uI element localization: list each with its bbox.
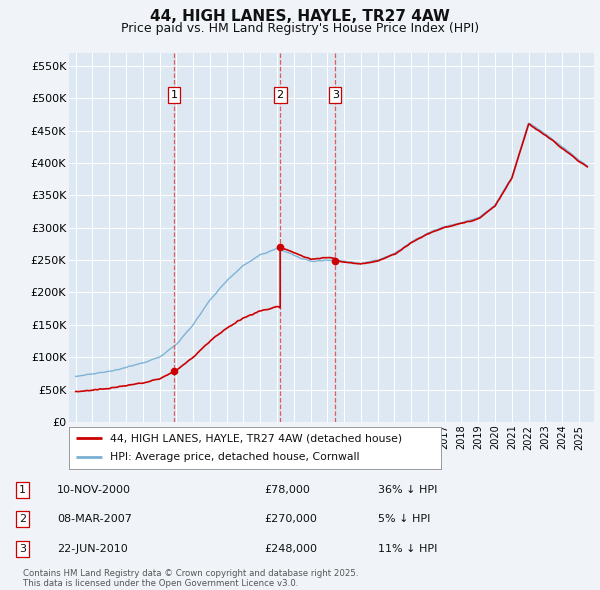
Text: 2: 2 bbox=[277, 90, 284, 100]
Text: 44, HIGH LANES, HAYLE, TR27 4AW (detached house): 44, HIGH LANES, HAYLE, TR27 4AW (detache… bbox=[110, 434, 402, 444]
Text: £270,000: £270,000 bbox=[264, 514, 317, 524]
Text: 3: 3 bbox=[332, 90, 338, 100]
Text: 3: 3 bbox=[19, 544, 26, 553]
Text: Price paid vs. HM Land Registry's House Price Index (HPI): Price paid vs. HM Land Registry's House … bbox=[121, 22, 479, 35]
Text: 1: 1 bbox=[170, 90, 178, 100]
Text: 1: 1 bbox=[19, 485, 26, 494]
Text: 5% ↓ HPI: 5% ↓ HPI bbox=[378, 514, 430, 524]
Text: HPI: Average price, detached house, Cornwall: HPI: Average price, detached house, Corn… bbox=[110, 452, 359, 462]
Text: 44, HIGH LANES, HAYLE, TR27 4AW: 44, HIGH LANES, HAYLE, TR27 4AW bbox=[150, 9, 450, 24]
Text: 36% ↓ HPI: 36% ↓ HPI bbox=[378, 485, 437, 494]
Text: 11% ↓ HPI: 11% ↓ HPI bbox=[378, 544, 437, 553]
Text: 22-JUN-2010: 22-JUN-2010 bbox=[57, 544, 128, 553]
Text: Contains HM Land Registry data © Crown copyright and database right 2025.
This d: Contains HM Land Registry data © Crown c… bbox=[23, 569, 358, 588]
Text: 10-NOV-2000: 10-NOV-2000 bbox=[57, 485, 131, 494]
Text: 2: 2 bbox=[19, 514, 26, 524]
Text: £248,000: £248,000 bbox=[264, 544, 317, 553]
Text: £78,000: £78,000 bbox=[264, 485, 310, 494]
Text: 08-MAR-2007: 08-MAR-2007 bbox=[57, 514, 132, 524]
